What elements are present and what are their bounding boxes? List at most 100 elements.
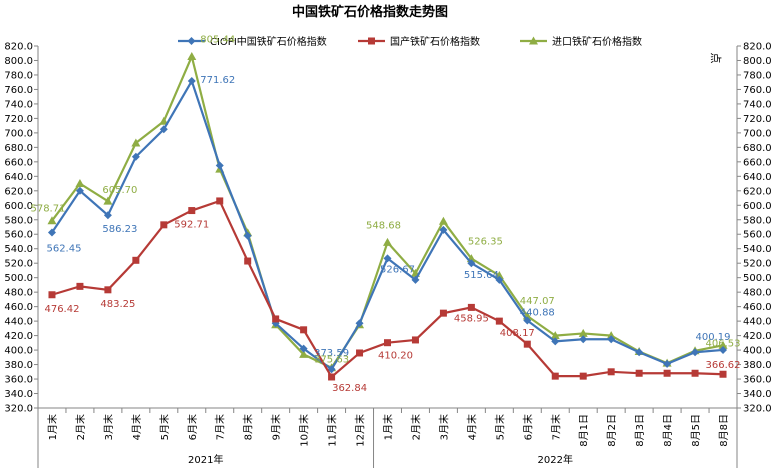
x-tick-label: 1月末: [382, 414, 395, 440]
y-tick-label-left: 560.0: [4, 230, 33, 241]
data-label: 373.59: [314, 348, 349, 359]
data-point: [551, 372, 559, 380]
data-point: [104, 286, 112, 294]
x-tick-label: 6月末: [521, 414, 534, 440]
chart-title: 中国铁矿石价格指数走势图: [292, 4, 448, 20]
data-label: 562.45: [46, 243, 81, 254]
data-point: [691, 348, 700, 357]
data-point: [495, 317, 503, 325]
data-label: 406.53: [706, 338, 741, 349]
data-point: [299, 349, 309, 358]
data-point: [131, 138, 141, 147]
data-point: [215, 161, 224, 170]
data-label: 400.19: [696, 332, 731, 343]
data-label: 440.88: [520, 307, 555, 318]
y-tick-label-left: 480.0: [4, 288, 33, 299]
data-point: [103, 196, 113, 205]
y-tick-label-left: 380.0: [4, 360, 33, 371]
data-label: 458.95: [454, 313, 489, 324]
y-tick-label-left: 620.0: [4, 186, 33, 197]
data-point: [383, 237, 392, 246]
y-tick-label-right: 320.0: [743, 404, 772, 415]
legend-swatch-marker: [368, 37, 375, 45]
data-point: [187, 52, 197, 61]
data-point: [523, 340, 531, 348]
data-label: 447.07: [520, 296, 555, 307]
x-tick-label: 3月末: [437, 414, 450, 440]
legend-item: 国产铁矿石价格指数: [358, 35, 480, 48]
series-1: [48, 197, 727, 381]
group-label: 2021年: [188, 453, 223, 466]
data-point: [159, 125, 168, 134]
y-tick-label-right: 680.0: [743, 143, 772, 154]
data-point: [48, 291, 56, 299]
data-point: [467, 259, 476, 268]
data-point: [494, 271, 504, 280]
data-point: [607, 368, 615, 376]
x-tick-label: 8月4日: [662, 414, 674, 447]
y-tick-label-right: 700.0: [743, 128, 772, 139]
data-point: [635, 348, 644, 357]
x-tick-label: 6月末: [186, 414, 199, 440]
data-label: 771.62: [200, 75, 235, 86]
data-point: [607, 335, 616, 344]
data-label: 605.70: [102, 185, 137, 196]
legend-label: CIOPI中国铁矿石价格指数: [210, 35, 327, 48]
y-tick-label-right: 340.0: [743, 389, 772, 400]
y-tick-label-right: 640.0: [743, 172, 772, 183]
data-point: [244, 257, 252, 265]
legend-swatch-marker: [187, 37, 196, 45]
data-point: [467, 303, 475, 311]
y-tick-label-right: 760.0: [743, 85, 772, 96]
y-tick-label-right: 780.0: [743, 70, 772, 81]
y-tick-label-left: 520.0: [4, 259, 33, 270]
y-tick-label-right: 440.0: [743, 317, 772, 328]
y-tick-label-right: 600.0: [743, 201, 772, 212]
y-tick-label-left: 440.0: [4, 317, 33, 328]
y-tick-label-right: 480.0: [743, 288, 772, 299]
data-labels: 562.45 586.23 771.62 373.59 526.67 515.64 440.…: [30, 35, 740, 394]
y-tick-label-right: 620.0: [743, 186, 772, 197]
series-line: [51, 53, 724, 370]
data-point: [691, 369, 699, 377]
y-tick-label-left: 580.0: [4, 215, 33, 226]
data-point: [383, 254, 392, 263]
data-point: [300, 326, 308, 334]
y-tick-label-left: 720.0: [4, 114, 33, 125]
x-tick-label: 11月末: [326, 414, 339, 447]
data-label: 515.64: [464, 270, 499, 281]
series-0: [47, 77, 728, 374]
y-tick-label-right: 820.0: [743, 42, 772, 53]
x-tick-label: 8月5日: [690, 414, 702, 447]
y-tick-label-left: 400.0: [4, 346, 33, 357]
data-point: [578, 328, 588, 337]
x-tick-label: 2月末: [409, 414, 422, 440]
data-point: [75, 186, 84, 195]
data-point: [384, 339, 391, 347]
y-tick-label-right: 420.0: [743, 331, 772, 342]
y-tick-label-right: 560.0: [743, 230, 772, 241]
y-tick-label-left: 500.0: [4, 273, 33, 284]
data-point: [327, 365, 336, 374]
y-tick-label-left: 600.0: [4, 201, 33, 212]
y-tick-label-right: 720.0: [743, 114, 772, 125]
data-point: [635, 369, 643, 377]
data-point: [719, 345, 728, 354]
data-point: [355, 319, 364, 328]
data-point: [550, 331, 560, 340]
data-point: [718, 340, 728, 349]
data-point: [579, 372, 587, 380]
legend-item: CIOPI中国铁矿石价格指数: [178, 35, 327, 48]
y-tick-label-right: 660.0: [743, 157, 772, 168]
x-tick-label: 9月末: [270, 414, 283, 440]
y-tick-label-left: 460.0: [4, 302, 33, 313]
data-point: [47, 228, 56, 237]
data-point: [159, 116, 169, 125]
x-tick-label: 8月末: [242, 414, 255, 440]
right-axis-unit: 点: [709, 53, 722, 64]
data-label: 375.63: [314, 355, 349, 366]
legend-label: 国产铁矿石价格指数: [390, 35, 480, 48]
data-label: 362.84: [332, 383, 367, 394]
data-point: [438, 216, 448, 225]
